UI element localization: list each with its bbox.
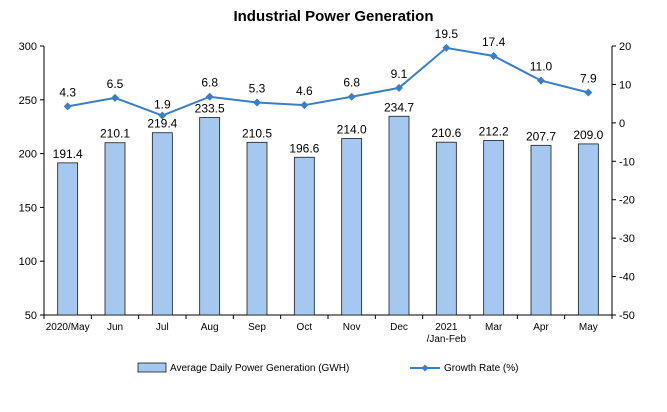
line-data-label: 19.5 — [435, 27, 459, 41]
bar-data-label: 233.5 — [195, 102, 225, 116]
bar-data-label: 234.7 — [384, 100, 414, 114]
y-right-tick-label: 0 — [619, 118, 625, 130]
bar — [104, 142, 126, 316]
bar — [435, 141, 457, 316]
x-tick-label: Oct — [297, 322, 313, 333]
y-left-tick-label: 250 — [19, 95, 37, 107]
bar-data-label: 191.4 — [53, 147, 83, 161]
bar-data-label: 196.6 — [289, 141, 319, 155]
x-tick-label: Jun — [107, 322, 123, 333]
bar — [577, 143, 599, 316]
line-point — [253, 98, 261, 107]
bar-data-label: 210.6 — [431, 126, 461, 140]
legend-line-marker — [421, 364, 429, 372]
bar — [199, 117, 221, 316]
bar-data-label: 209.0 — [573, 128, 603, 142]
x-tick-label: Dec — [390, 322, 408, 333]
x-tick-label: Mar — [485, 322, 503, 333]
line-point — [537, 76, 545, 85]
line-point — [300, 101, 309, 110]
bar — [388, 115, 410, 316]
x-tick-label: Sep — [248, 322, 266, 333]
y-left-tick-label: 150 — [19, 202, 37, 214]
legend-bar-swatch — [137, 362, 167, 373]
y-right-tick-label: -50 — [619, 310, 635, 322]
line-data-label: 17.4 — [482, 35, 506, 49]
line-data-label: 6.5 — [107, 77, 124, 91]
line-data-label: 1.9 — [154, 98, 171, 112]
line-data-label: 11.0 — [530, 60, 553, 74]
line-point — [158, 111, 167, 120]
y-right-tick-label: -40 — [619, 272, 635, 284]
bar — [246, 141, 268, 316]
x-tick-label: May — [579, 322, 598, 333]
line-point — [489, 51, 498, 60]
bar-data-label: 207.7 — [526, 129, 556, 143]
chart-title: Industrial Power Generation — [233, 8, 434, 25]
line-data-label: 4.6 — [296, 84, 313, 98]
bar-data-label: 219.4 — [147, 117, 177, 131]
y-right-tick-label: 10 — [619, 79, 631, 91]
x-tick-label: Jul — [156, 322, 169, 333]
line-point — [347, 92, 356, 101]
x-tick-label: Nov — [343, 322, 361, 333]
y-right-tick-label: -10 — [619, 156, 635, 168]
line-data-label: 7.9 — [580, 71, 597, 85]
y-right-tick-label: -20 — [619, 195, 635, 207]
y-left-tick-label: 300 — [19, 41, 37, 53]
line-data-label: 6.8 — [343, 76, 360, 90]
line-data-label: 9.1 — [391, 67, 408, 81]
line-data-label: 5.3 — [249, 81, 266, 95]
y-right-tick-label: 20 — [619, 41, 631, 53]
bar — [341, 138, 363, 316]
y-left-tick-label: 200 — [19, 149, 37, 161]
legend-bar-label: Average Daily Power Generation (GWH) — [170, 363, 349, 374]
line-data-label: 6.8 — [201, 76, 218, 90]
bar — [530, 144, 552, 316]
growth-rate-line — [67, 46, 589, 117]
line-point — [111, 93, 119, 102]
x-tick-label: /Jan-Feb — [427, 334, 467, 345]
line-point — [584, 88, 593, 97]
bar — [151, 132, 173, 316]
bar-data-label: 210.1 — [100, 127, 130, 141]
line-point — [205, 92, 214, 101]
legend-line-label: Growth Rate (%) — [444, 363, 518, 374]
x-tick-label: 2021 — [435, 322, 458, 333]
y-left-tick-label: 50 — [25, 310, 37, 322]
line-point — [63, 102, 72, 111]
y-left-tick-label: 100 — [19, 256, 37, 268]
bar-data-label: 214.0 — [337, 123, 367, 137]
y-right-tick-label: -30 — [619, 233, 635, 245]
line-data-label: 4.3 — [59, 85, 76, 99]
x-tick-label: Aug — [201, 322, 219, 333]
bar — [483, 140, 505, 316]
bar-data-label: 210.5 — [242, 126, 272, 140]
line-point — [442, 43, 451, 52]
bar-data-label: 212.2 — [479, 124, 509, 138]
bar — [293, 156, 315, 316]
x-tick-label: Apr — [533, 322, 549, 333]
bar — [57, 162, 79, 316]
x-tick-label: 2020/May — [46, 322, 90, 333]
line-point — [395, 83, 403, 92]
